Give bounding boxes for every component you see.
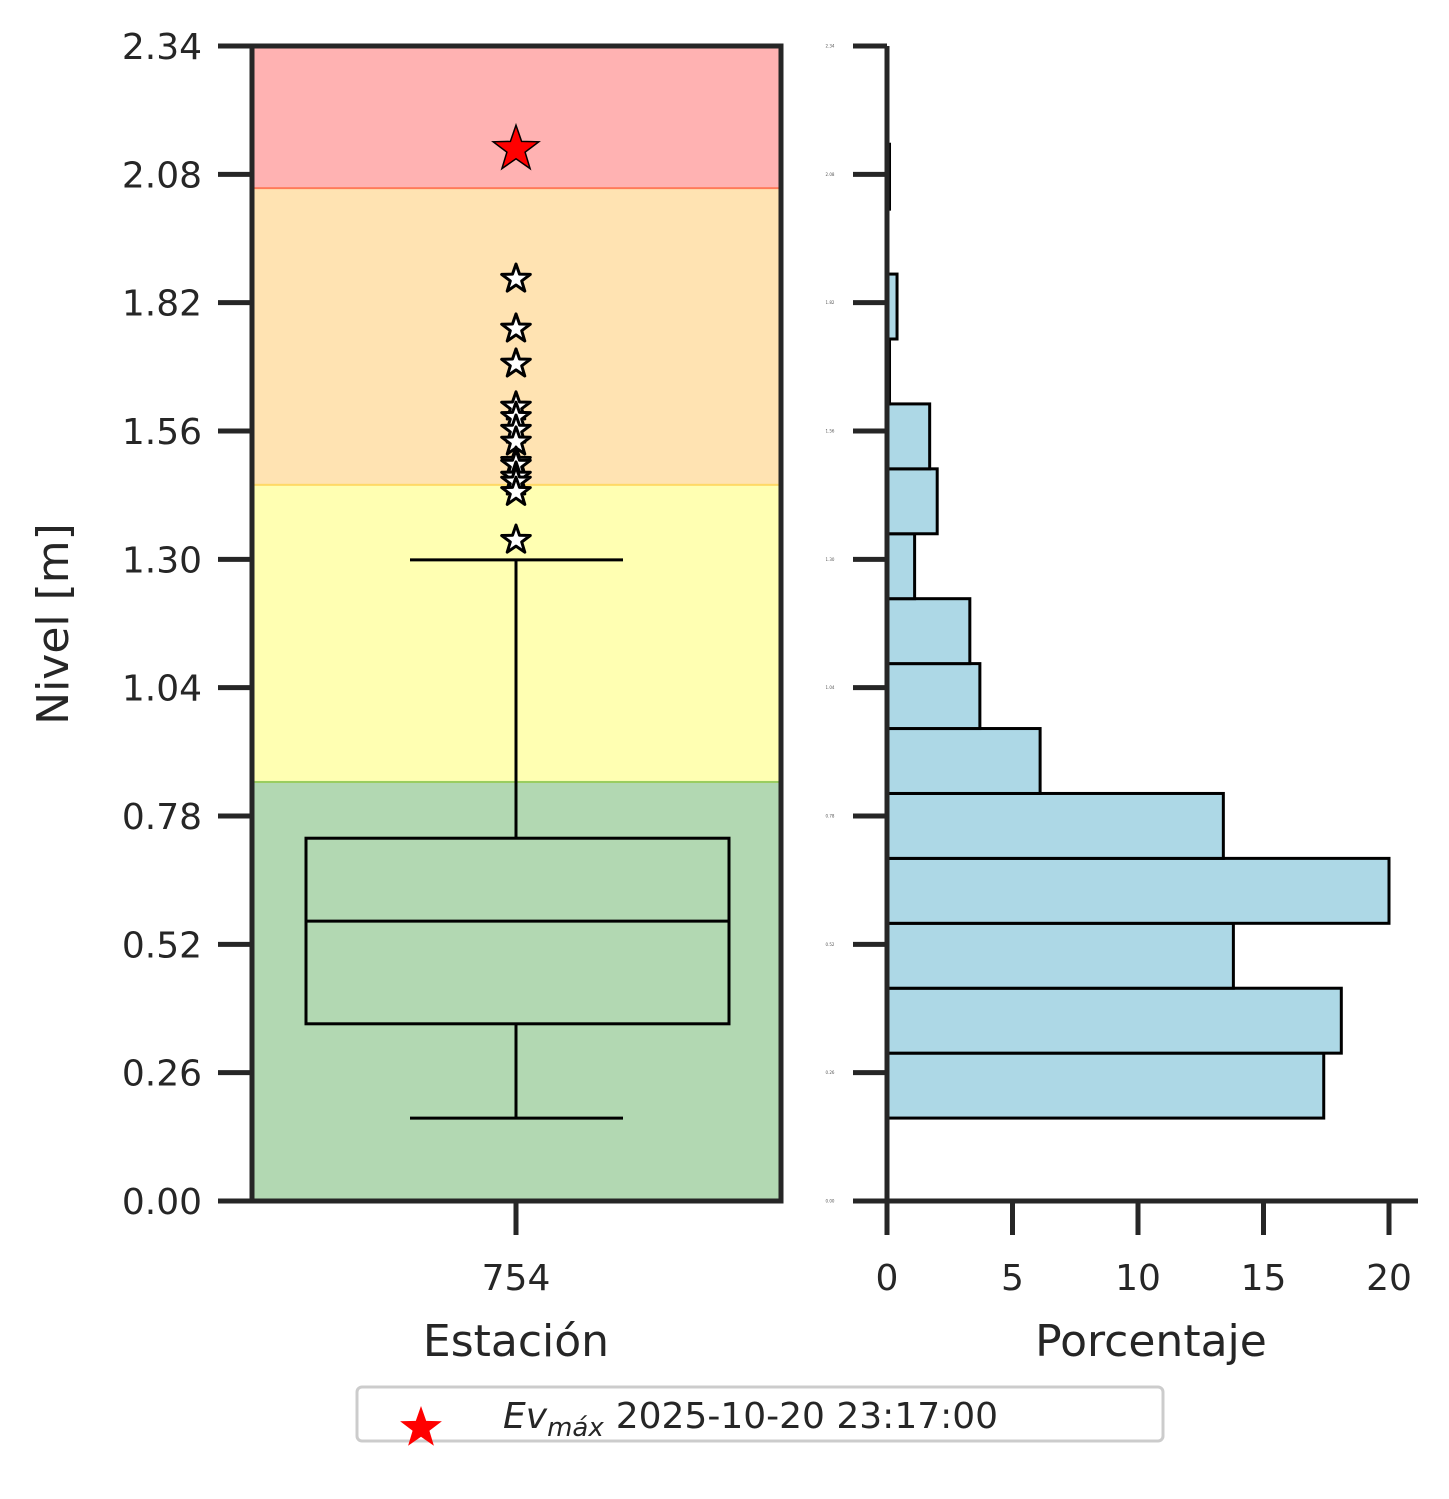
y-tick-label-6: 1.56: [122, 412, 202, 453]
y-tick-label-5: 1.30: [122, 540, 202, 581]
band-0: [252, 780, 781, 1201]
hist-x-tick-label-1: 5: [1001, 1258, 1024, 1299]
hist-bar-4: [885, 791, 1225, 860]
x-tick-label-0: 754: [482, 1258, 551, 1299]
max-event-star: [491, 122, 541, 171]
x-axis-label-right: Porcentaje: [1035, 1316, 1267, 1367]
hist-bar-2: [885, 921, 1235, 990]
y-tick-label-3: 0.78: [122, 797, 202, 838]
hist-bar-5: [885, 727, 1042, 795]
legend-date: 2025-10-20 23:17:00: [616, 1396, 998, 1437]
y-axis-label: Nivel [m]: [28, 523, 79, 725]
hist-bar-3: [885, 856, 1391, 925]
histogram-panel: 0.00 0.26 0.52 0.78 1.04 1.30 1.56 1.82 2.08 2.34…: [826, 43, 1418, 1299]
hist-x-tick-label-3: 15: [1241, 1258, 1287, 1299]
y-tick-label-1: 0.26: [122, 1054, 202, 1095]
legend-star-marker: [400, 1406, 442, 1446]
hist-y-tick-label-7: 1.82: [826, 300, 835, 305]
legend: Evmáx 2025-10-20 23:17:00: [355, 1385, 1165, 1446]
hist-x-tick-label-4: 20: [1366, 1258, 1412, 1299]
y-tick-label-0: 0.00: [122, 1182, 202, 1223]
hist-bar-8: [885, 532, 917, 601]
hist-bar-9: [885, 467, 939, 536]
y-tick-label-9: 2.34: [122, 27, 202, 68]
hist-y-tick-label-2: 0.52: [826, 942, 835, 947]
hist-bar-1: [885, 986, 1343, 1055]
hist-bar-10: [885, 402, 932, 471]
outlier-12: [500, 523, 532, 554]
band-3: [252, 46, 781, 188]
legend-label-main: Ev: [503, 1396, 548, 1437]
legend-label-sub: máx: [547, 1413, 604, 1443]
y-tick-label-7: 1.82: [122, 284, 202, 325]
hist-y-tick-label-3: 0.78: [826, 814, 835, 819]
boxplot-panel: 0.00 0.26 0.52 0.78 1.04 1.30 1.56 1.82 2.08 2.34…: [122, 27, 784, 1299]
hist-y-tick-label-8: 2.08: [826, 172, 835, 177]
outlier-0: [500, 262, 532, 293]
legend-frame: [355, 1385, 1165, 1443]
hist-bar-6: [885, 662, 982, 731]
hist-x-tick-label-0: 0: [876, 1258, 899, 1299]
hist-y-tick-label-1: 0.26: [826, 1070, 835, 1075]
hist-y-tick-label-6: 1.56: [826, 429, 835, 434]
x-axis-label-left: Estación: [423, 1316, 609, 1367]
legend-label: Evmáx 2025-10-20 23:17:00: [503, 1396, 998, 1443]
y-tick-label-2: 0.52: [122, 925, 202, 966]
outlier-1: [500, 312, 532, 343]
hist-bar-7: [885, 597, 972, 666]
hist-y-tick-label-4: 1.04: [826, 685, 835, 690]
hist-y-tick-label-0: 0.00: [826, 1199, 835, 1204]
y-tick-label-8: 2.08: [122, 155, 202, 196]
hist-y-tick-label-9: 2.34: [826, 44, 835, 49]
outlier-11: [500, 475, 532, 506]
hist-y-tick-label-5: 1.30: [826, 557, 835, 562]
outlier-2: [500, 347, 532, 378]
hist-bar-0: [885, 1051, 1326, 1120]
hist-x-tick-label-2: 10: [1115, 1258, 1161, 1299]
box: [304, 836, 731, 1026]
y-tick-label-4: 1.04: [122, 669, 202, 710]
